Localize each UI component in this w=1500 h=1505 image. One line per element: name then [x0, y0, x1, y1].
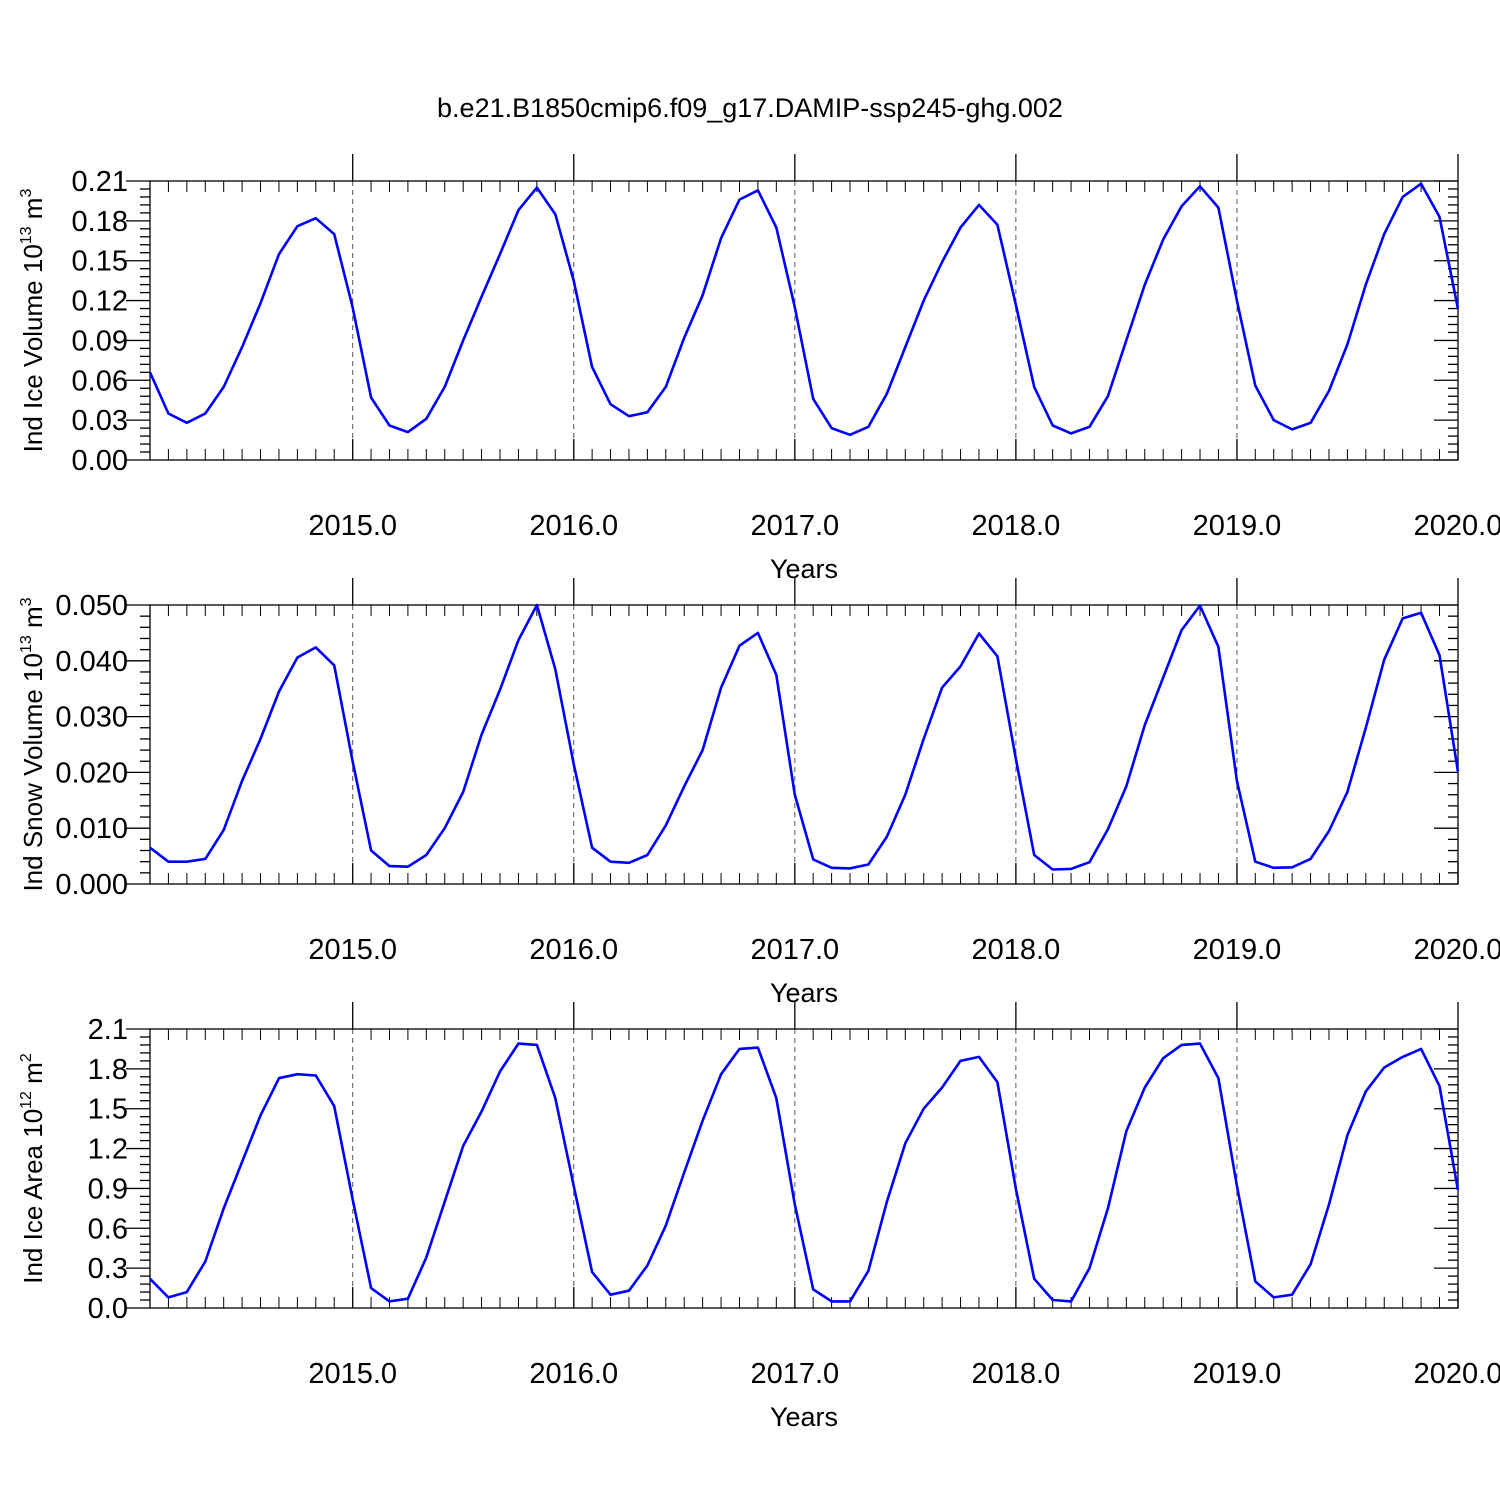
panel-2-y-tick-label: 0.050	[55, 590, 128, 622]
panel-3-y-tick-label: 0.6	[88, 1213, 128, 1245]
panel-1-y-tick-label: 0.06	[72, 365, 128, 397]
panel-1-x-tick-label: 2015.0	[308, 510, 397, 542]
panel-3-y-tick-label: 1.2	[88, 1134, 128, 1166]
chart-title: b.e21.B1850cmip6.f09_g17.DAMIP-ssp245-gh…	[437, 93, 1063, 123]
panel-2-x-tick-label: 2017.0	[750, 934, 839, 966]
panel-1-y-axis-title: Ind Ice Volume 1013 m3	[18, 189, 48, 453]
panel-3-x-tick-label: 2015.0	[308, 1358, 397, 1390]
panel-1-x-tick-label: 2020.0	[1414, 510, 1500, 542]
panel-3-x-tick-label: 2016.0	[529, 1358, 618, 1390]
panel-3-y-tick-label: 1.8	[88, 1054, 128, 1086]
panel-3-x-tick-label: 2018.0	[972, 1358, 1061, 1390]
panel-2-y-tick-label: 0.040	[55, 646, 128, 678]
panel-1-y-tick-label: 0.15	[72, 246, 128, 278]
panel-1-x-tick-label: 2018.0	[972, 510, 1061, 542]
panel-1-series-line	[148, 182, 1460, 437]
panel-3-x-axis-title: Years	[770, 1402, 838, 1432]
panel-3-x-tick-label: 2020.0	[1414, 1358, 1500, 1390]
panel-2-plot-frame	[149, 604, 1459, 885]
panel-3-x-tick-label: 2017.0	[750, 1358, 839, 1390]
panel-3-y-tick-label: 2.1	[88, 1014, 128, 1046]
panel-1-x-tick-label: 2016.0	[529, 510, 618, 542]
panel-1-y-tick-label: 0.18	[72, 206, 128, 238]
panel-2-x-tick-label: 2016.0	[529, 934, 618, 966]
panel-1-y-tick-label: 0.21	[72, 166, 128, 198]
panel-3-y-tick-label: 0.9	[88, 1173, 128, 1205]
panel-3-plot-frame	[149, 1028, 1459, 1309]
panel-2-x-tick-label: 2019.0	[1193, 934, 1282, 966]
panel-2-y-tick-label: 0.030	[55, 702, 128, 734]
panel-3-y-tick-label: 1.5	[88, 1094, 128, 1126]
panel-2-x-tick-label: 2020.0	[1414, 934, 1500, 966]
panel-1-y-tick-label: 0.09	[72, 325, 128, 357]
panel-2-series-line	[149, 603, 1460, 871]
panel-1-x-tick-label: 2019.0	[1193, 510, 1282, 542]
panel-2-x-axis-title: Years	[770, 978, 838, 1008]
panel-1-y-tick-label: 0.00	[72, 445, 128, 477]
panel-3-y-tick-label: 0.0	[88, 1293, 128, 1325]
panel-2-x-tick-label: 2018.0	[972, 934, 1061, 966]
panel-3-y-tick-label: 0.3	[88, 1253, 128, 1285]
panel-1: 2015.0 2016.0 2017.0 2018.0 2019.0 2020.0 0.00…	[18, 154, 1500, 584]
panel-1-x-tick-label: 2017.0	[750, 510, 839, 542]
panel-1-y-tick-label: 0.03	[72, 405, 128, 437]
panel-2-y-tick-label: 0.000	[55, 869, 128, 901]
panel-2-y-tick-label: 0.010	[55, 813, 128, 845]
panel-1-x-axis-title: Years	[770, 554, 838, 584]
panel-3: 2015.0 2016.0 2017.0 2018.0 2019.0 2020.0 0.0 0…	[18, 1002, 1500, 1432]
panel-2: 2015.0 2016.0 2017.0 2018.0 2019.0 2020.0 0.00…	[18, 578, 1500, 1008]
panel-1-y-tick-label: 0.12	[72, 286, 128, 318]
panel-3-y-axis-title: Ind Ice Area 1012 m2	[18, 1053, 48, 1284]
panel-1-plot-frame	[149, 180, 1459, 461]
panel-3-series-line	[149, 1042, 1460, 1303]
panel-2-y-tick-label: 0.020	[55, 757, 128, 789]
panel-3-x-tick-label: 2019.0	[1193, 1358, 1282, 1390]
panel-2-x-tick-label: 2015.0	[308, 934, 397, 966]
panel-2-y-axis-title: Ind Snow Volume 1013 m3	[18, 597, 48, 891]
